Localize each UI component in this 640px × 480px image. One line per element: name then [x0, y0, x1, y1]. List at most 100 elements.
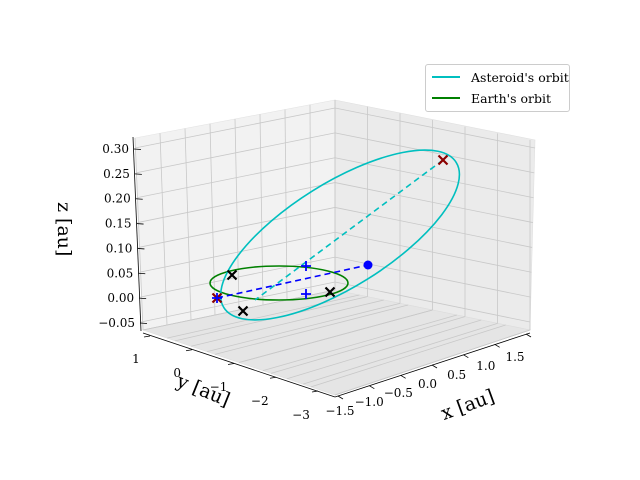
z-tick-mark: [137, 248, 145, 250]
legend-item-asteroid: Asteroid's orbit: [432, 69, 569, 85]
gridline-left-z: [139, 231, 336, 273]
asteroid-orbit: [219, 149, 461, 321]
x-marker: [237, 305, 249, 317]
gridline-floor-x: [270, 316, 466, 374]
z-tick-mark: [139, 297, 147, 300]
x-tick-label: 0.5: [447, 368, 466, 382]
gridline-left-z: [136, 157, 336, 199]
x-marker: [324, 286, 336, 298]
plus-marker: [301, 261, 311, 271]
z-axis-line: [132, 136, 142, 332]
y-tick-label: 0: [173, 366, 181, 380]
y-tick-mark: [143, 335, 151, 338]
y-tick-mark: [269, 376, 277, 379]
legend-label-asteroid: Asteroid's orbit: [471, 69, 569, 85]
z-tick-label: 0.30: [102, 142, 129, 156]
x-axis-label: x [au]: [438, 385, 497, 425]
x-tick-mark: [337, 395, 344, 400]
y-tick-mark: [227, 363, 235, 365]
z-ticks: −0.05 0.00 0.05 0.10 0.15 0.20 0.25 0.30: [98, 142, 148, 330]
asteroid-apsides-line: [254, 159, 444, 301]
legend-label-earth: Earth's orbit: [471, 90, 551, 106]
gridline-back-z: [334, 182, 533, 223]
y-tick-label: −2: [251, 394, 269, 408]
gridline-left-y: [259, 114, 264, 306]
gridline-back-z: [334, 207, 533, 248]
gridline-floor-x: [206, 302, 401, 353]
legend-item-earth: Earth's orbit: [432, 90, 551, 106]
plus-marker: [301, 289, 311, 299]
plus-marker: [212, 293, 222, 303]
legend: Asteroid's orbit Earth's orbit: [425, 64, 570, 112]
gridline-left-y: [309, 104, 312, 296]
back-pane: [334, 99, 536, 331]
gridline-floor-y: [334, 329, 531, 396]
z-tick-label: 0.10: [106, 241, 133, 255]
y-axis-line: [142, 332, 336, 398]
gridline-left-z: [137, 182, 336, 223]
y-axis-label: y [au]: [173, 370, 233, 411]
gridline-left-z: [138, 207, 336, 248]
z-tick-mark: [134, 173, 142, 175]
gridline-back-z: [334, 132, 535, 174]
z-tick-mark: [135, 198, 143, 200]
gridline-floor-y: [166, 294, 360, 339]
sun-point: [363, 260, 373, 270]
y-tick-mark: [185, 349, 193, 352]
x-tick-mark: [431, 364, 438, 369]
gridline-left-y: [284, 109, 288, 301]
gridline-back-z: [334, 281, 531, 323]
gridline-floor-x: [302, 322, 498, 385]
gridline-floor-y: [286, 319, 482, 380]
z-tick-mark: [133, 148, 142, 150]
x-tick-mark: [525, 333, 532, 338]
z-tick-label: 0.15: [105, 217, 132, 231]
line-of-nodes: [216, 264, 369, 299]
y-tick-mark: [311, 390, 319, 393]
x-marker: [437, 154, 449, 166]
x-ticks: −1.5−1.0−0.5 0.0 0.5 1.0 1.5: [325, 333, 532, 418]
gridline-floor-y: [310, 324, 506, 388]
x-marker: [226, 269, 238, 281]
gridline-left-y: [234, 118, 240, 311]
gridline-left-z: [140, 281, 336, 323]
gridline-left-y: [159, 133, 168, 326]
y-tick-label: −1: [210, 380, 228, 394]
x-tick-label: −1.5: [325, 404, 354, 418]
y-tick-label: −3: [292, 408, 310, 422]
gridline-left-z: [134, 107, 336, 149]
x-tick-label: −0.5: [384, 386, 413, 400]
z-tick-label: 0.25: [103, 167, 130, 181]
gridline-left-z: [135, 132, 336, 174]
earth-orbit: [209, 265, 349, 301]
gridline-floor-y: [214, 304, 409, 355]
x-tick-mark: [369, 385, 375, 390]
z-tick-mark: [136, 223, 144, 225]
z-axis-label: z [au]: [53, 202, 75, 256]
y-ticks: 1 0 −1 −2 −3: [132, 335, 319, 422]
gridline-left-y: [209, 123, 216, 316]
gridline-back-z: [334, 231, 532, 273]
x-tick-label: 1.0: [476, 359, 495, 373]
gridlines: [134, 100, 536, 396]
legend-swatch-asteroid: [432, 76, 460, 78]
gridline-floor-y: [238, 309, 433, 363]
y-tick-label: 1: [132, 352, 140, 366]
gridline-floor-y: [190, 299, 384, 347]
z-tick-mark: [139, 322, 148, 324]
z-tick-label: 0.20: [104, 192, 131, 206]
x-tick-mark: [463, 354, 469, 359]
z-tick-mark: [138, 272, 146, 275]
x-tick-mark: [400, 374, 406, 379]
x-tick-label: 1.5: [505, 350, 524, 364]
gridline-back-z: [334, 157, 534, 199]
x-tick-mark: [494, 343, 500, 348]
markers: [211, 154, 449, 317]
x-tick-label: 0.0: [418, 377, 437, 391]
z-tick-label: −0.05: [98, 316, 135, 330]
z-tick-label: 0.05: [107, 266, 134, 280]
legend-swatch-earth: [432, 97, 460, 99]
gridline-floor-y: [262, 314, 457, 372]
gridline-left-y: [184, 128, 192, 321]
